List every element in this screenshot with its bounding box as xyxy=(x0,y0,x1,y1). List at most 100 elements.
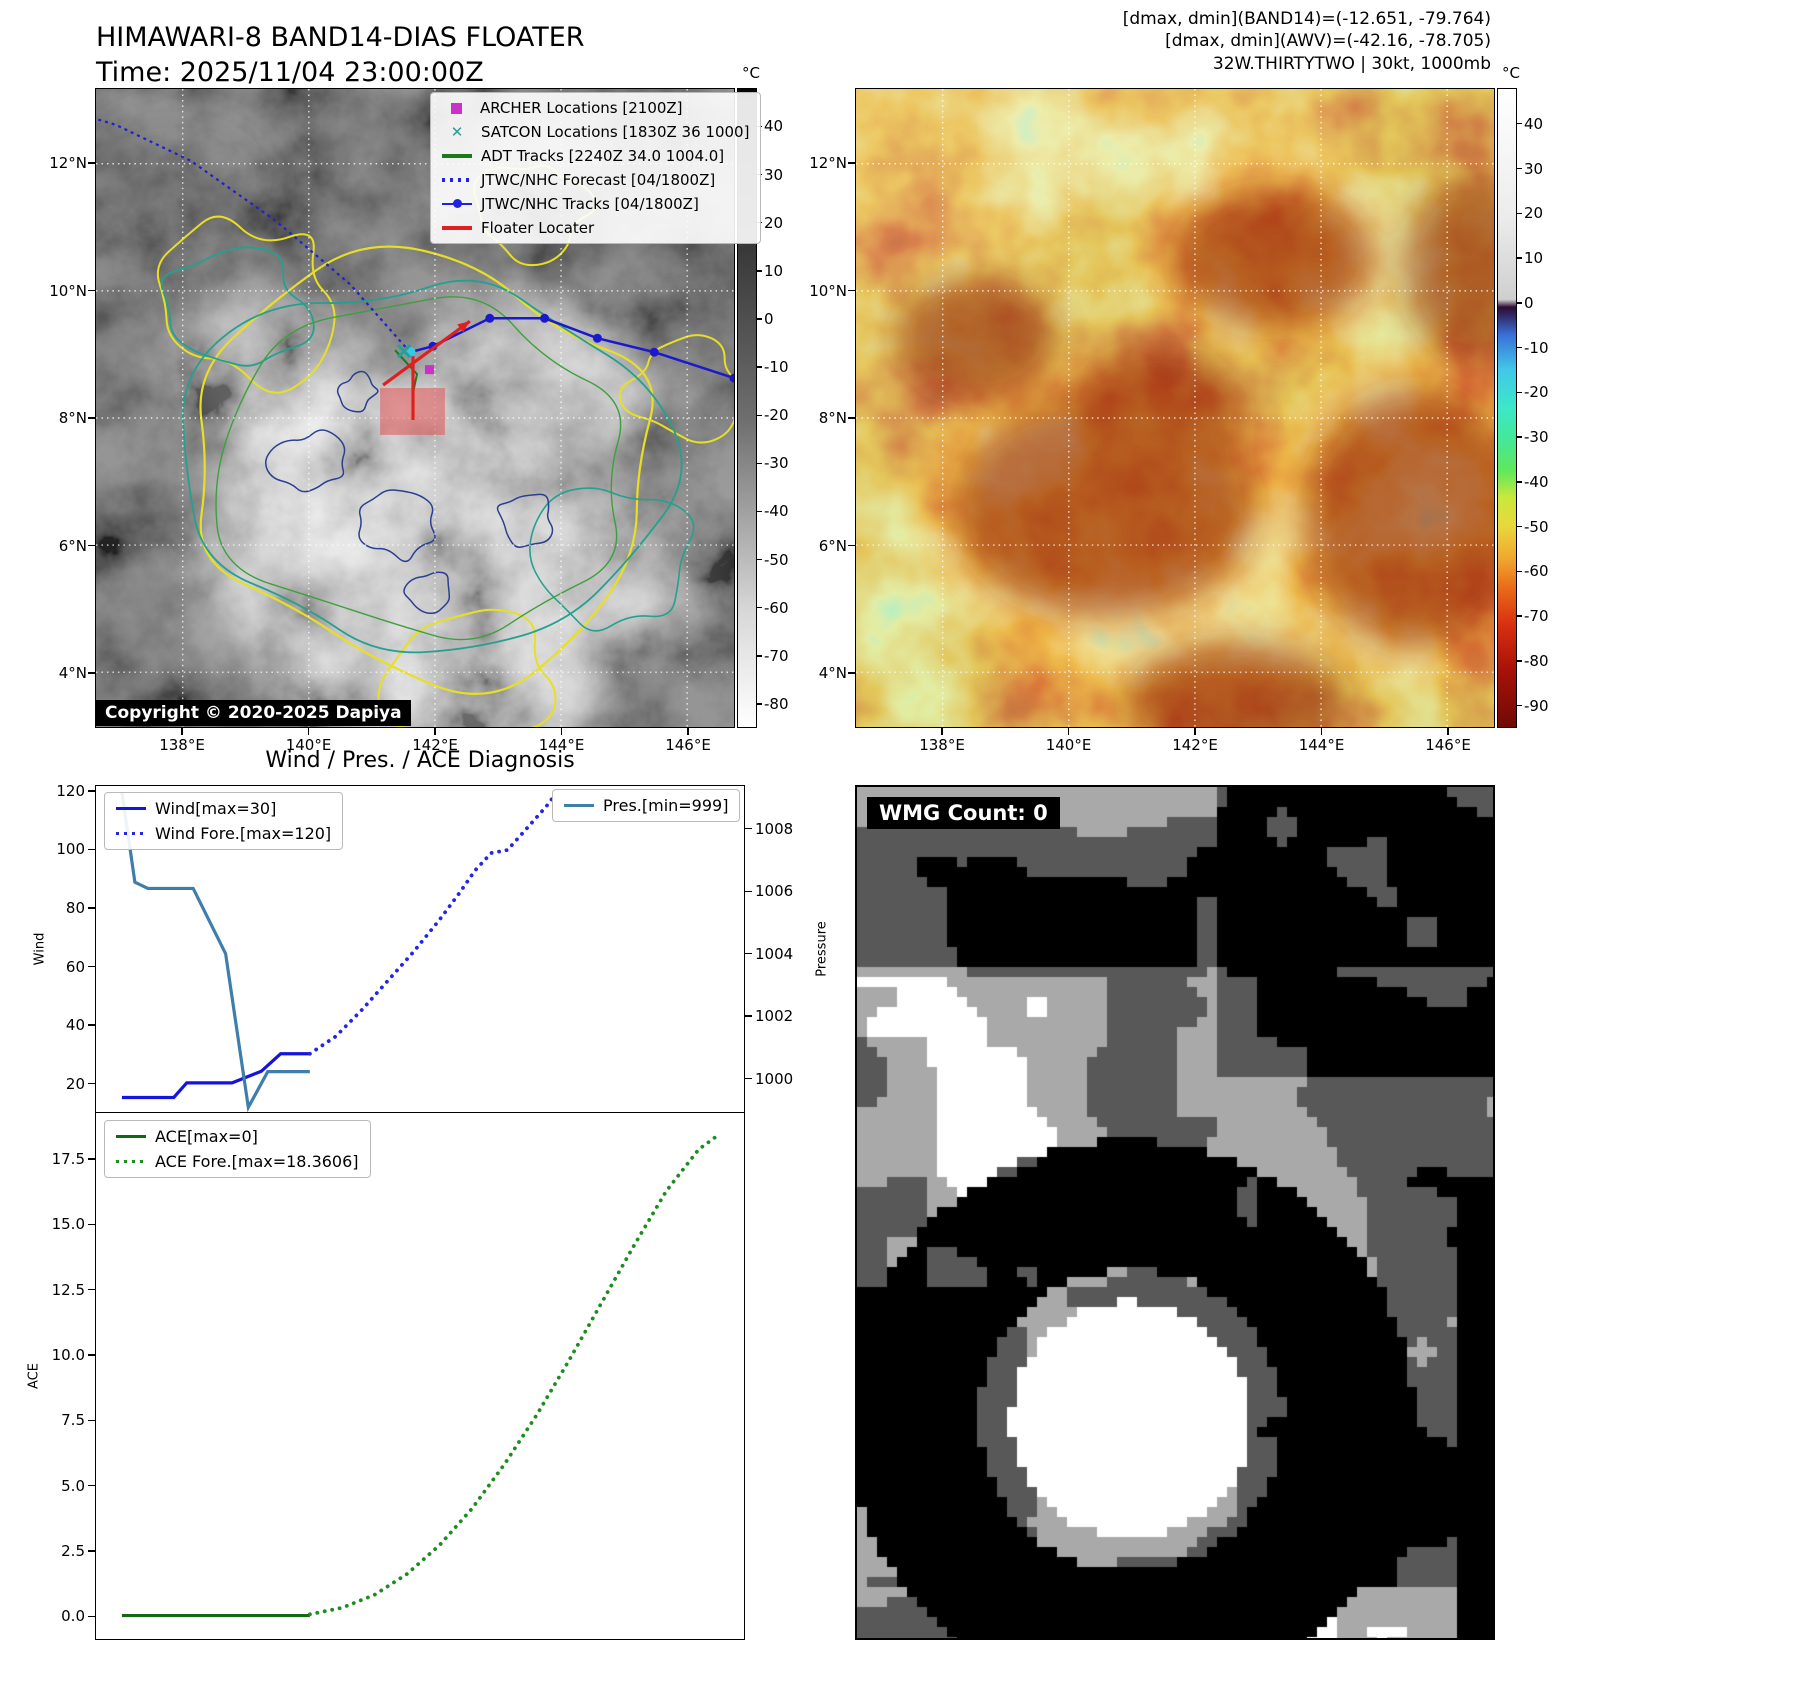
band14-colorbar-tick-label: 0 xyxy=(764,309,774,328)
axis-label: ACE xyxy=(26,1363,42,1389)
lon-tick-label: 140°E xyxy=(1045,736,1092,754)
tick-mark xyxy=(1320,728,1323,735)
tick-mark xyxy=(88,544,95,547)
tick-mark xyxy=(88,907,95,909)
y-tick-label: 17.5 xyxy=(51,1150,85,1169)
tick-mark xyxy=(1517,615,1522,617)
wmg-count-badge: WMG Count: 0 xyxy=(867,797,1060,829)
series-line xyxy=(121,1052,310,1100)
band14-colorbar-unit: °C xyxy=(742,64,760,82)
lat-tick-label: 10°N xyxy=(49,281,87,300)
band14-colorbar-tick-label: 20 xyxy=(764,213,784,232)
wmg-panel[interactable]: WMG Count: 0 xyxy=(855,785,1495,1640)
awv-colorbar-tick-label: -60 xyxy=(1524,562,1549,581)
band14-colorbar-tick-label: 30 xyxy=(764,165,784,184)
tick-mark xyxy=(1517,302,1522,304)
tick-mark xyxy=(88,1485,95,1487)
legend-item: Wind Fore.[max=120] xyxy=(116,824,331,843)
tick-mark xyxy=(757,606,762,609)
lon-tick-label: 146°E xyxy=(1425,736,1471,754)
band14-colorbar-tick-label: -30 xyxy=(764,454,789,473)
awv-satellite-image xyxy=(856,89,1494,727)
line-sample-icon xyxy=(442,154,472,158)
series-line xyxy=(307,795,555,1056)
tick-mark xyxy=(848,672,855,674)
y-tick-label: 100 xyxy=(56,840,85,859)
tick-mark xyxy=(757,703,762,705)
band14-colorbar-tick-label: 10 xyxy=(764,261,784,280)
band14-header: HIMAWARI-8 BAND14-DIAS FLOATER Time: 202… xyxy=(96,20,585,90)
awv-colorbar-tick-label: -30 xyxy=(1524,428,1549,447)
axis-label: Wind xyxy=(32,932,48,966)
lat-tick-label: 6°N xyxy=(818,536,847,555)
awv-colorbar-tick-label: -50 xyxy=(1524,517,1549,536)
legend-label: Floater Locater xyxy=(481,219,595,237)
awv-colorbar xyxy=(1497,88,1517,728)
legend-item: ADT Tracks [2240Z 34.0 1004.0] xyxy=(442,147,749,165)
legend-label: SATCON Locations [1830Z 36 1000] xyxy=(481,123,750,141)
y-tick-label: 1002 xyxy=(755,1007,794,1026)
tick-mark xyxy=(88,1158,95,1160)
tick-mark xyxy=(941,728,943,735)
tick-mark xyxy=(1517,481,1522,483)
tick-mark xyxy=(560,728,563,735)
dotted-line-sample-icon xyxy=(442,178,472,182)
square-marker-icon xyxy=(451,102,462,114)
series-line xyxy=(120,791,310,1112)
line-sample-icon xyxy=(116,806,146,811)
tick-mark xyxy=(88,417,95,419)
tick-mark xyxy=(757,558,762,561)
tick-mark xyxy=(88,1550,95,1552)
ace-chart[interactable] xyxy=(95,1112,745,1640)
legend-label: ADT Tracks [2240Z 34.0 1004.0] xyxy=(481,147,725,165)
tick-mark xyxy=(1517,123,1522,125)
band14-colorbar-tick-label: -10 xyxy=(764,358,789,377)
legend-item: Pres.[min=999] xyxy=(564,796,728,815)
y-tick-label: 10.0 xyxy=(51,1346,85,1365)
awv-colorbar-tick-label: -80 xyxy=(1524,651,1549,670)
lon-tick-label: 140°E xyxy=(285,736,332,754)
y-tick-label: 80 xyxy=(65,899,85,917)
awv-colorbar-tick-label: -70 xyxy=(1524,607,1549,626)
dotted-line-sample-icon xyxy=(116,1159,146,1164)
lat-tick-label: 6°N xyxy=(58,536,87,555)
band14-colorbar-tick-label: -80 xyxy=(764,694,789,713)
awv-satellite-map[interactable] xyxy=(855,88,1495,728)
line-sample-icon xyxy=(564,803,594,808)
y-tick-label: 60 xyxy=(65,957,85,976)
legend-item: ARCHER Locations [2100Z] xyxy=(442,99,749,117)
tick-mark xyxy=(757,510,762,513)
tick-mark xyxy=(1517,436,1522,438)
tick-mark xyxy=(88,1419,95,1422)
stats-awv: [dmax, dmin](AWV)=(-42.16, -78.705) xyxy=(1165,31,1491,52)
tick-mark xyxy=(88,1024,95,1026)
lon-tick-label: 142°E xyxy=(1172,736,1218,754)
tick-mark xyxy=(88,162,95,164)
lon-tick-label: 146°E xyxy=(665,736,711,754)
tick-mark xyxy=(1517,346,1522,349)
band14-colorbar xyxy=(737,88,757,728)
tick-mark xyxy=(1194,728,1196,735)
lon-tick-label: 138°E xyxy=(919,736,965,754)
awv-colorbar-tick-label: 20 xyxy=(1524,204,1544,223)
tick-mark xyxy=(88,672,95,674)
tick-mark xyxy=(1517,212,1522,214)
lat-tick-label: 12°N xyxy=(809,154,847,172)
y-tick-label: 120 xyxy=(56,781,85,800)
lat-tick-label: 10°N xyxy=(809,281,847,300)
tick-mark xyxy=(848,544,855,547)
tick-mark xyxy=(848,162,855,164)
wmg-mask-image xyxy=(857,787,1493,1638)
y-tick-label: 2.5 xyxy=(61,1542,85,1561)
lat-tick-label: 8°N xyxy=(58,409,87,427)
legend-label: Pres.[min=999] xyxy=(603,796,729,815)
lon-tick-label: 138°E xyxy=(159,736,205,754)
axis-label: Pressure xyxy=(814,921,830,977)
tick-mark xyxy=(745,890,752,892)
dotted-line-sample-icon xyxy=(116,831,146,836)
storm-stats: [dmax, dmin](BAND14)=(-12.651, -79.764) … xyxy=(900,8,1491,75)
tick-mark xyxy=(745,828,752,830)
band14-colorbar-tick-label: -50 xyxy=(764,550,789,569)
legend-item: ACE[max=0] xyxy=(116,1127,359,1146)
